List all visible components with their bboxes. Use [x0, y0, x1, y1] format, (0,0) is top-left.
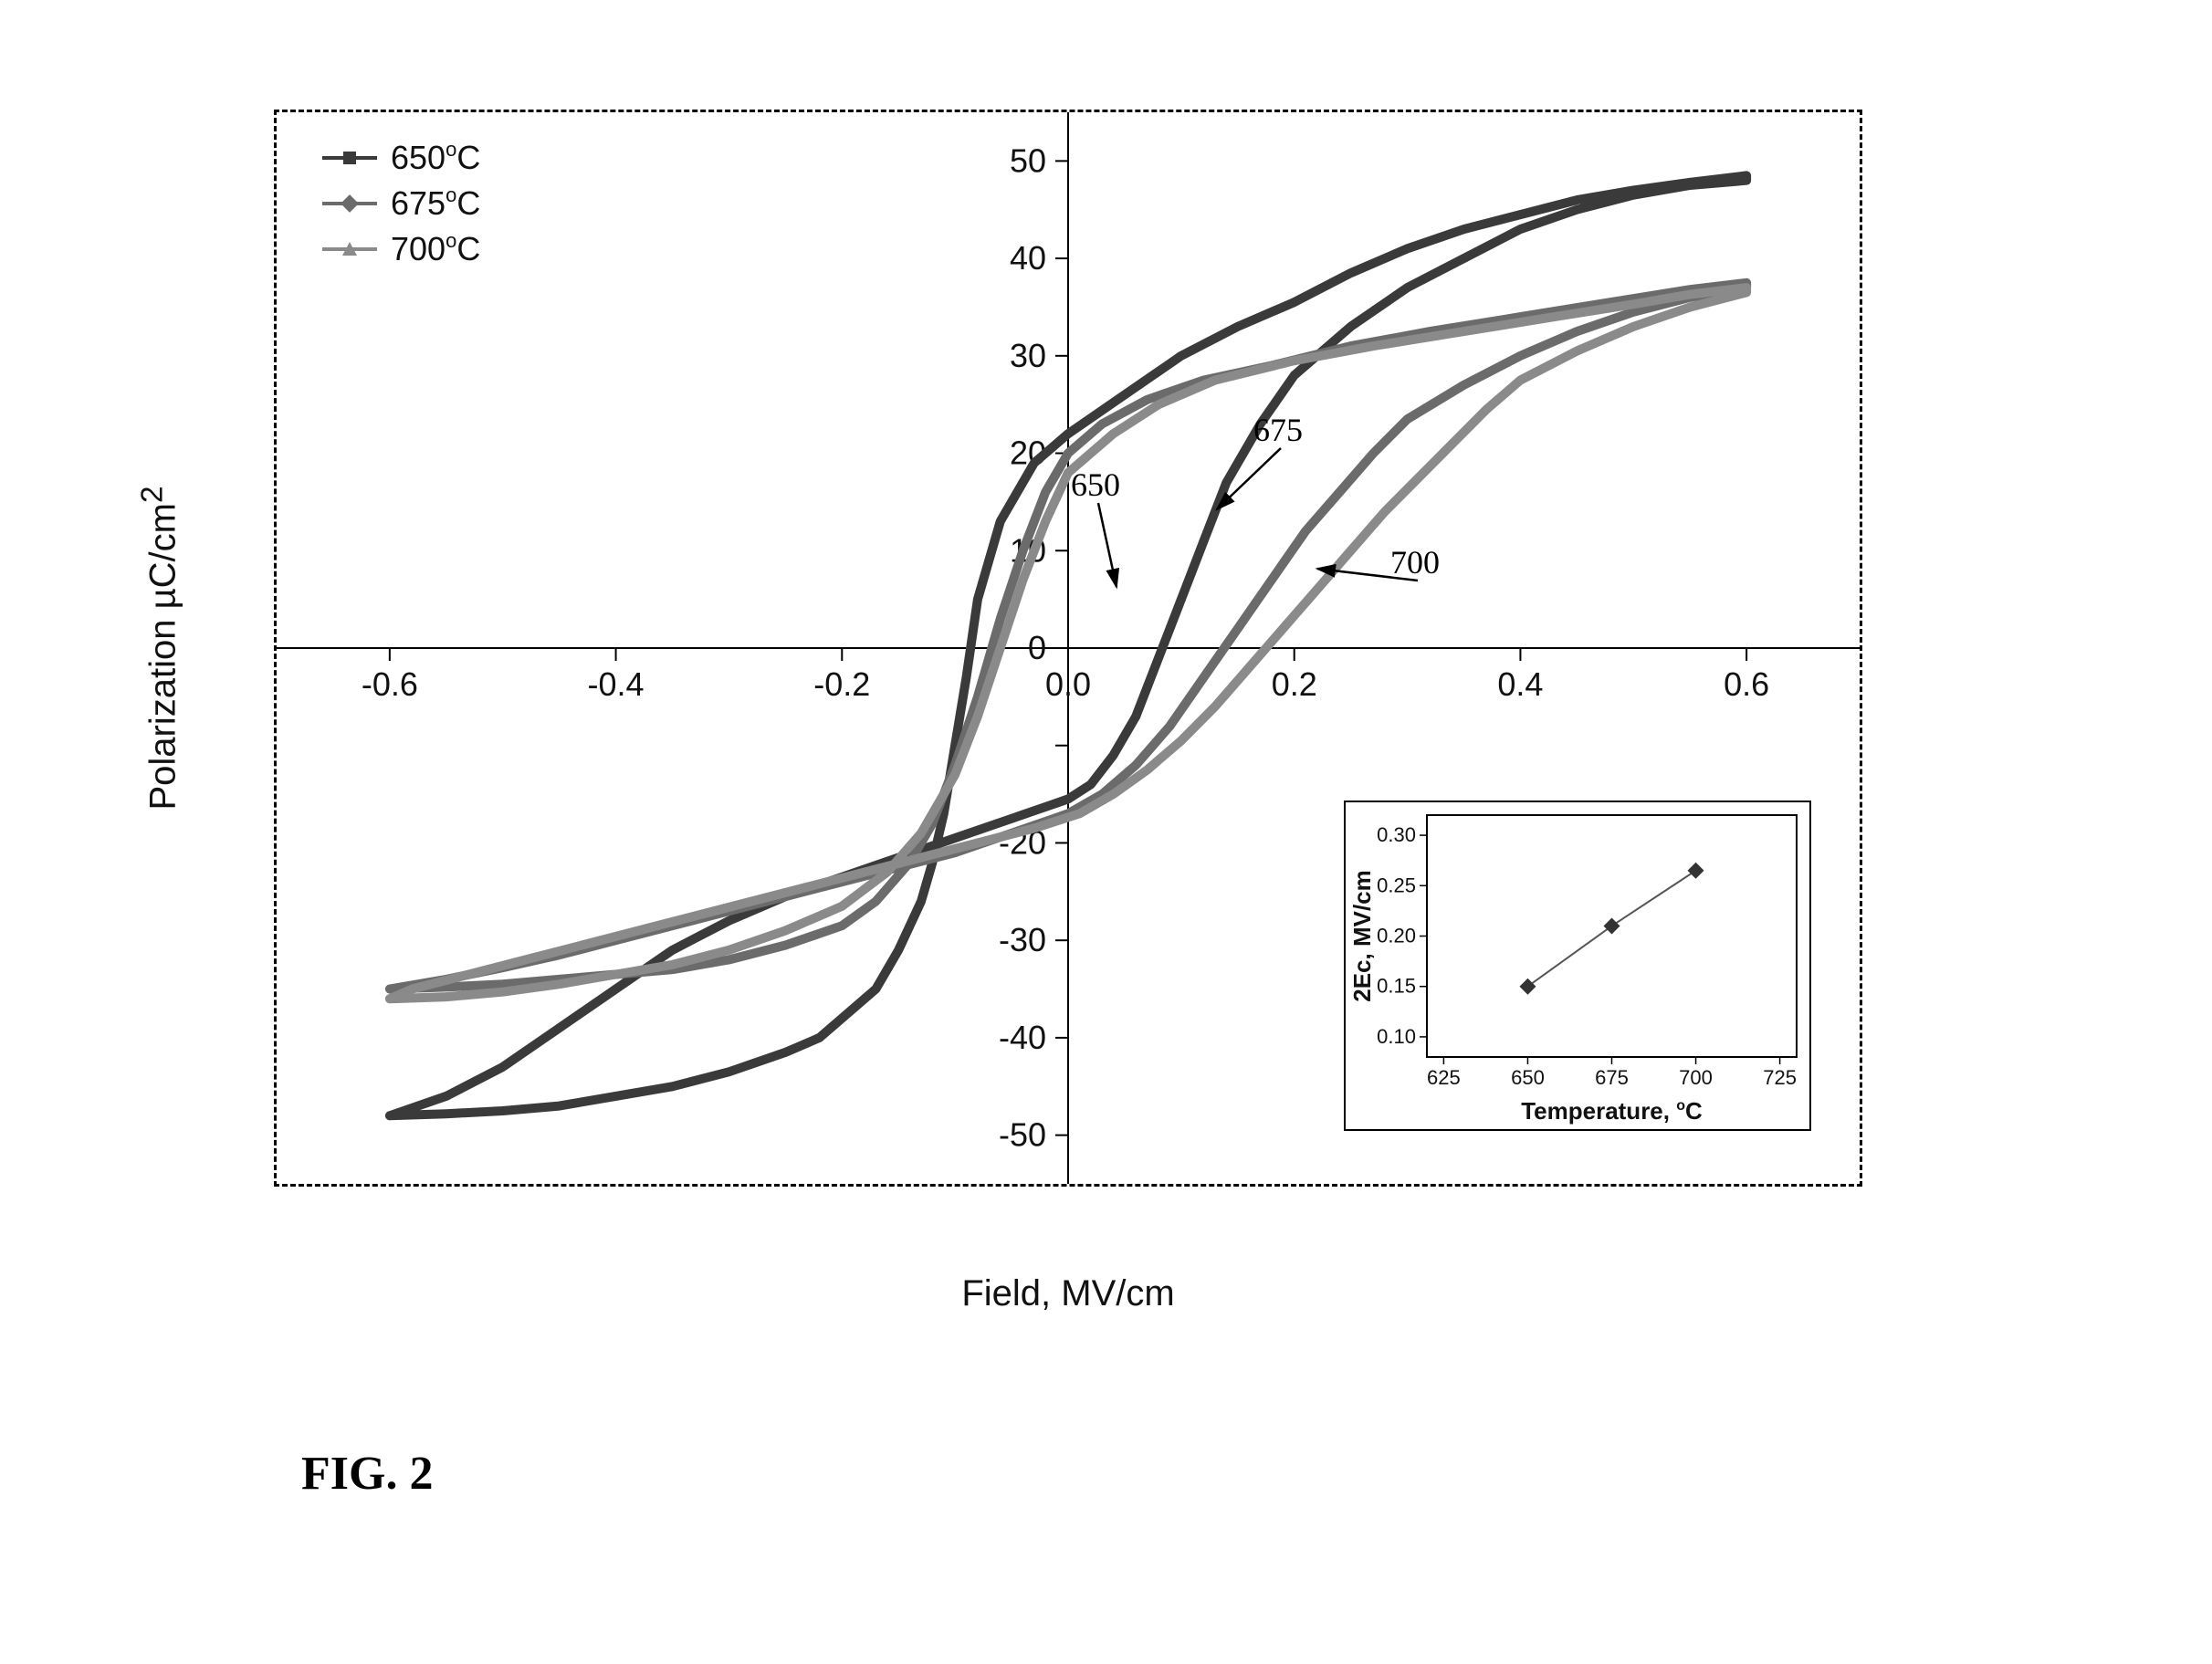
curve-callout-650: 650 [1071, 466, 1120, 503]
y-axis-label-prefix: Polarization [143, 609, 183, 810]
x-tick-label: 0.4 [1497, 665, 1543, 703]
inset-y-tick: 0.25 [1377, 874, 1416, 896]
x-tick-label: -0.4 [588, 665, 645, 703]
callout-arrow [1098, 503, 1116, 587]
legend-item-700: 700oC [391, 229, 480, 267]
inset-x-tick: 700 [1679, 1066, 1713, 1089]
inset-x-tick: 650 [1511, 1066, 1545, 1089]
y-tick-label: 30 [1010, 337, 1046, 374]
inset-x-label: Temperature, oC [1521, 1097, 1703, 1125]
main-plot-frame: -0.6-0.4-0.20.00.20.40.6-50-40-30-200102… [274, 110, 1862, 1187]
inset-y-tick: 0.10 [1377, 1025, 1416, 1048]
inset-x-tick: 625 [1427, 1066, 1461, 1089]
y-tick-label: -40 [999, 1019, 1046, 1056]
x-tick-label: -0.6 [362, 665, 418, 703]
inset-x-tick: 725 [1763, 1066, 1797, 1089]
main-plot: -0.6-0.4-0.20.00.20.40.6-50-40-30-200102… [277, 112, 1860, 1184]
x-axis-label: Field, MV/cm [961, 1273, 1174, 1314]
x-tick-label: -0.2 [813, 665, 870, 703]
inset-x-tick: 675 [1595, 1066, 1629, 1089]
inset-frame [1345, 801, 1810, 1130]
y-tick-label: -30 [999, 921, 1046, 958]
inset-y-tick: 0.30 [1377, 823, 1416, 846]
curve-callout-675: 675 [1253, 412, 1303, 448]
x-tick-label: 0.0 [1045, 665, 1091, 703]
y-tick-label: -50 [999, 1116, 1046, 1154]
figure-caption: FIG. 2 [301, 1447, 433, 1501]
y-tick-label: 40 [1010, 239, 1046, 277]
inset-y-tick: 0.15 [1377, 975, 1416, 998]
legend-item-650: 650oC [391, 138, 480, 176]
inset-y-tick: 0.20 [1377, 925, 1416, 947]
x-tick-label: 0.6 [1724, 665, 1769, 703]
page: Polarization µC/cm2 -0.6 -0.4 -0.2 0.0 0.2 0.… [0, 0, 2212, 1664]
curve-callout-700: 700 [1390, 544, 1440, 581]
y-tick-label: 0 [1028, 629, 1046, 666]
inset-y-label: 2Ec, MV/cm [1348, 870, 1376, 1002]
legend-item-675: 675oC [391, 183, 480, 222]
y-axis-label: Polarization µC/cm2 [135, 486, 183, 810]
y-tick-label: 50 [1010, 141, 1046, 179]
x-tick-label: 0.2 [1272, 665, 1317, 703]
